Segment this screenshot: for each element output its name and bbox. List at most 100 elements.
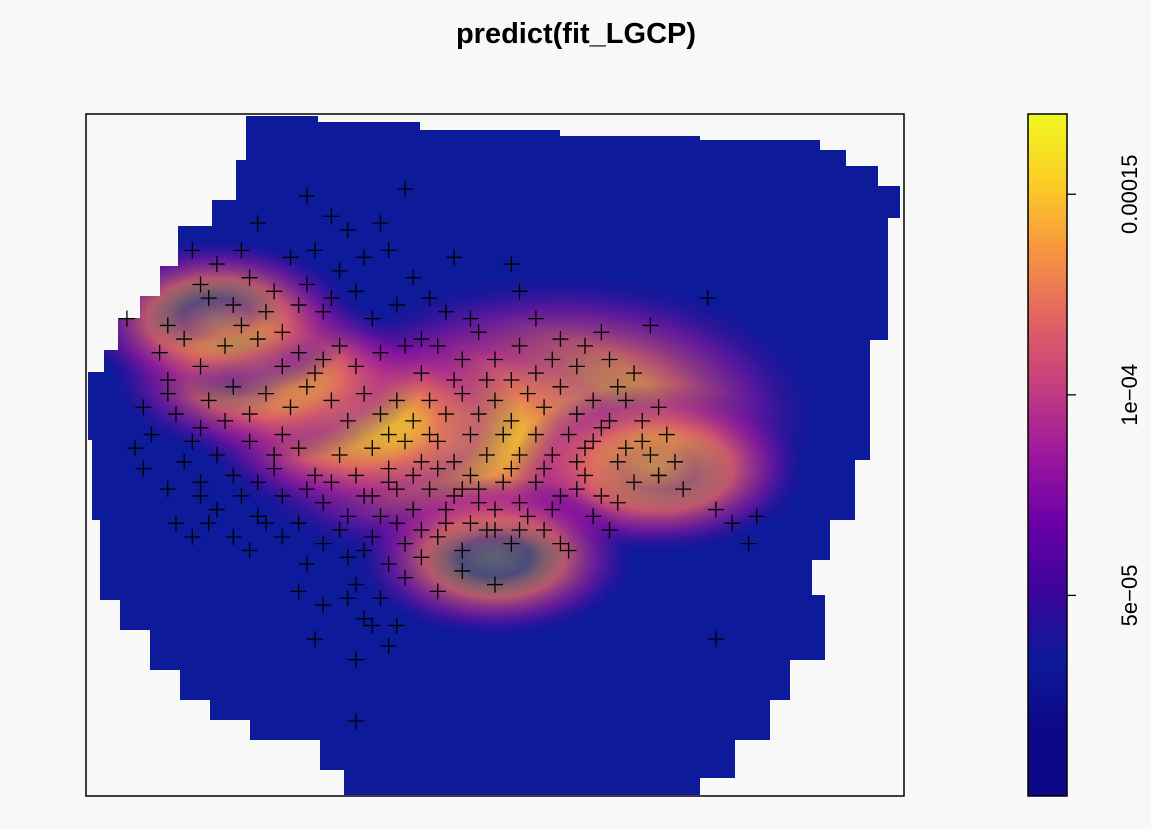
colorbar-ticks: 5e−05 1e−04 0.00015	[1067, 154, 1142, 626]
event-point-marker	[593, 324, 610, 341]
colorbar: 5e−05 1e−04 0.00015	[1027, 113, 1142, 797]
event-point-marker	[609, 453, 626, 470]
event-point-marker	[470, 324, 487, 341]
event-point-marker	[192, 358, 209, 375]
event-point-marker	[315, 303, 332, 320]
event-point-marker	[421, 290, 438, 307]
event-point-marker	[462, 426, 479, 443]
event-point-marker	[290, 515, 307, 532]
event-point-marker	[290, 583, 307, 600]
event-point-marker	[249, 331, 266, 348]
event-point-marker	[331, 337, 348, 354]
event-point-marker	[503, 460, 520, 477]
event-point-marker	[675, 481, 692, 498]
event-point-marker	[487, 522, 503, 539]
event-point-marker	[200, 515, 217, 532]
event-point-marker	[495, 426, 512, 443]
event-point-marker	[478, 447, 495, 463]
event-point-marker	[331, 522, 348, 539]
event-point-marker	[511, 337, 528, 354]
event-point-marker	[388, 617, 405, 634]
event-point-marker	[437, 303, 454, 320]
event-point-marker	[511, 447, 528, 463]
event-point-marker	[740, 535, 757, 552]
event-point-marker	[347, 283, 364, 300]
event-point-marker	[585, 433, 602, 450]
event-point-marker	[421, 426, 438, 443]
event-point-marker	[446, 249, 463, 266]
event-point-marker	[634, 433, 651, 450]
event-point-marker	[347, 358, 364, 375]
event-point-marker	[241, 433, 258, 450]
event-point-marker	[503, 256, 520, 273]
event-point-marker	[331, 447, 348, 463]
event-point-marker	[298, 481, 315, 498]
event-point-marker	[536, 522, 553, 539]
event-point-marker	[536, 399, 553, 416]
event-point-marker	[495, 474, 512, 491]
event-point-marker	[323, 208, 340, 225]
event-point-marker	[233, 317, 250, 334]
event-point-marker	[159, 371, 176, 388]
event-point-marker	[446, 453, 463, 470]
event-point-marker	[356, 249, 373, 266]
event-point-marker	[699, 290, 716, 307]
event-point-marker	[225, 528, 242, 545]
event-point-marker	[413, 453, 430, 470]
event-point-marker	[405, 501, 422, 518]
event-point-marker	[552, 378, 569, 395]
event-point-marker	[184, 433, 201, 450]
event-point-marker	[552, 535, 569, 552]
event-point-marker	[650, 467, 667, 484]
event-point-marker	[462, 310, 479, 327]
event-point-marker	[405, 467, 422, 484]
event-point-marker	[454, 562, 471, 579]
event-point-marker	[536, 460, 553, 477]
event-point-marker	[217, 412, 234, 429]
event-point-marker	[437, 501, 454, 518]
event-point-marker	[208, 256, 225, 273]
event-point-marker	[282, 249, 299, 266]
event-point-marker	[380, 556, 397, 573]
event-point-marker	[397, 181, 414, 198]
colorbar-tick-label: 5e−05	[1117, 565, 1142, 627]
event-point-marker	[626, 365, 643, 382]
event-point-marker	[347, 651, 364, 668]
event-point-marker	[626, 474, 643, 491]
event-point-marker	[617, 392, 634, 409]
event-point-marker	[446, 487, 463, 504]
event-point-marker	[356, 610, 373, 627]
event-point-marker	[388, 515, 405, 532]
event-point-marker	[266, 447, 283, 463]
event-point-marker	[372, 406, 389, 423]
event-point-marker	[568, 453, 585, 470]
event-point-marker	[339, 221, 356, 238]
event-point-marker	[225, 378, 242, 395]
event-point-marker	[388, 481, 405, 498]
event-point-marker	[118, 310, 135, 327]
event-point-marker	[372, 215, 389, 232]
event-point-marker	[413, 331, 430, 348]
event-point-marker	[527, 365, 544, 382]
event-point-marker	[560, 426, 577, 443]
event-point-marker	[397, 535, 414, 552]
event-point-marker	[503, 412, 520, 429]
event-point-marker	[519, 508, 536, 525]
event-point-marker	[192, 419, 209, 436]
event-point-marker	[454, 542, 471, 559]
event-point-marker	[601, 351, 618, 368]
event-point-marker	[339, 508, 356, 525]
event-point-marker	[339, 412, 356, 429]
event-point-marker	[576, 440, 593, 457]
event-point-marker	[208, 447, 225, 463]
event-point-marker	[552, 487, 569, 504]
event-point-marker	[331, 262, 348, 279]
event-point-marker	[315, 494, 332, 511]
event-point-marker	[200, 392, 217, 409]
event-point-marker	[511, 522, 528, 539]
event-point-marker	[315, 597, 332, 614]
event-point-marker	[274, 487, 291, 504]
event-point-marker	[143, 426, 160, 443]
event-point-marker	[323, 474, 340, 491]
event-point-marker	[397, 337, 414, 354]
